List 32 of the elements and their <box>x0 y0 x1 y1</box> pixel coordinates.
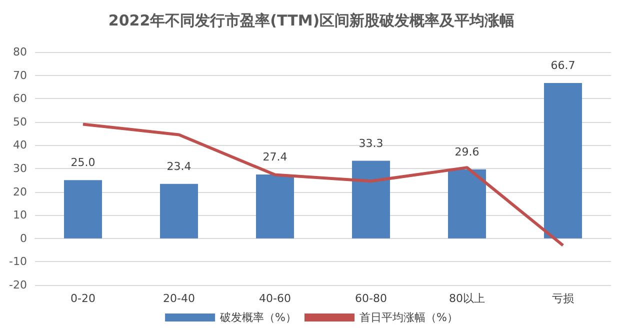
data-label: 27.4 <box>262 150 288 164</box>
y-tick-label: -10 <box>9 255 27 268</box>
bar <box>544 82 582 238</box>
y-tick-label: 40 <box>13 138 27 152</box>
y-tick-label: 20 <box>13 185 27 198</box>
bar <box>448 169 486 238</box>
legend-label: 破发概率（%） <box>219 311 296 324</box>
chart-title: 2022年不同发行市盈率(TTM)区间新股破发概率及平均涨幅 <box>108 12 515 30</box>
y-tick-label: 70 <box>13 68 27 82</box>
data-label: 29.6 <box>454 145 480 158</box>
y-tick-label: 0 <box>20 232 27 245</box>
bar <box>256 174 294 238</box>
x-tick-label: 0-20 <box>70 292 96 305</box>
y-tick-label: 50 <box>13 115 27 128</box>
x-tick-label: 40-60 <box>259 292 291 305</box>
y-tick-label: 30 <box>13 162 27 175</box>
x-tick-label: 60-80 <box>355 292 387 305</box>
y-tick-label: 80 <box>13 46 27 58</box>
x-tick-label: 80以上 <box>449 292 485 305</box>
data-label: 33.3 <box>358 136 384 150</box>
bar <box>160 184 198 238</box>
data-label: 23.4 <box>166 160 192 173</box>
data-label: 66.7 <box>550 58 576 72</box>
bar <box>352 160 390 238</box>
x-tick-label: 20-40 <box>163 292 195 305</box>
bar <box>64 180 102 238</box>
y-tick-label: -20 <box>9 278 27 292</box>
data-label: 25.0 <box>70 156 96 170</box>
y-tick-label: 10 <box>13 208 27 222</box>
y-tick-label: 60 <box>13 92 27 106</box>
x-tick-label: 亏损 <box>552 292 574 305</box>
legend-label: 首日平均涨幅（%） <box>360 311 458 324</box>
